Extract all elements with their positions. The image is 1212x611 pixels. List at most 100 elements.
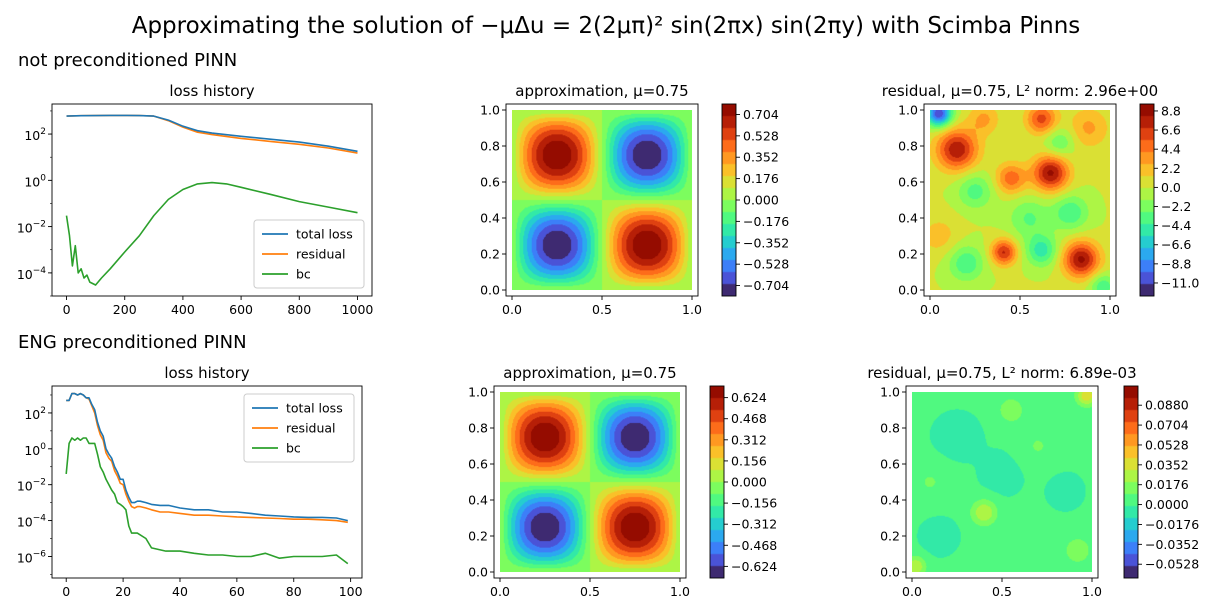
- colorbar-tick-label: −6.6: [1161, 237, 1191, 252]
- legend-label-total-loss: total loss: [296, 227, 353, 242]
- y-tick-label: 10−4: [17, 266, 46, 282]
- legend-label-total-loss: total loss: [286, 401, 343, 416]
- legend-box: [243, 393, 355, 463]
- plot-title: loss history: [169, 82, 254, 100]
- colorbar-tick-label: 6.6: [1161, 123, 1181, 138]
- colorbar-tick-label: −8.8: [1161, 256, 1191, 271]
- legend-box: [253, 219, 365, 289]
- colorbar-tick-label: 0.176: [743, 171, 779, 186]
- colorbar-gradient: [722, 104, 736, 296]
- colorbar-tick-label: −0.156: [731, 496, 777, 511]
- legend-label-bc: bc: [296, 267, 311, 282]
- y-tick-label: 100: [24, 173, 46, 189]
- colorbar-frame: [1123, 385, 1139, 579]
- residual-heatmap-eng-preconditioned: residual, μ=0.75, L² norm: 6.89e-030.0 0.…: [867, 364, 1199, 599]
- colorbar-tick-label: 0.468: [731, 411, 767, 426]
- x-tick-label: 1.0: [1082, 584, 1102, 599]
- plot-title: residual, μ=0.75, L² norm: 2.96e+00: [882, 82, 1158, 100]
- series-line-total-loss: [66, 392, 348, 522]
- colorbar-tick-label: −0.312: [731, 517, 777, 532]
- y-tick-label: 10−6: [17, 549, 46, 565]
- y-tick-label: 0.0: [468, 565, 488, 580]
- x-tick-label: 40: [172, 584, 188, 599]
- x-tick-label: 0.5: [580, 584, 600, 599]
- y-tick-label: 102: [24, 406, 46, 422]
- series-line-bc: [65, 437, 349, 565]
- y-tick-label: 0.8: [898, 139, 918, 154]
- x-tick-label: 100: [339, 584, 363, 599]
- legend-label-residual: residual: [286, 421, 336, 436]
- x-tick-label: 0.5: [1010, 302, 1030, 317]
- y-tick-label: 0.8: [468, 421, 488, 436]
- colorbar-tick-label: −0.0528: [1145, 557, 1199, 572]
- y-tick-label: 1.0: [480, 103, 500, 118]
- x-tick-label: 1.0: [670, 584, 690, 599]
- series-line-total-loss: [66, 114, 358, 153]
- x-tick-label: 80: [286, 584, 302, 599]
- colorbar-tick-label: −0.468: [731, 538, 777, 553]
- y-tick-label: 1.0: [898, 103, 918, 118]
- colorbar-tick-label: −0.528: [743, 257, 789, 272]
- colorbar-tick-label: 0.624: [731, 390, 767, 405]
- colorbar-tick-label: 0.352: [743, 150, 779, 165]
- plot-title: residual, μ=0.75, L² norm: 6.89e-03: [867, 364, 1136, 382]
- x-tick-label: 0.0: [920, 302, 940, 317]
- y-tick-label: 1.0: [468, 385, 488, 400]
- legend-label-residual: residual: [296, 247, 346, 262]
- colorbar-tick-label: 0.0176: [1145, 477, 1189, 492]
- y-tick-label: 0.0: [898, 283, 918, 298]
- heatmap-image: [512, 110, 692, 290]
- colorbar-tick-label: 0.000: [731, 475, 767, 490]
- y-tick-label: 10−2: [17, 478, 46, 494]
- y-tick-label: 0.4: [480, 211, 500, 226]
- colorbar-tick-label: 0.704: [743, 107, 779, 122]
- colorbar-tick-label: −0.176: [743, 214, 789, 229]
- colorbar-tick-label: 0.0704: [1145, 418, 1189, 433]
- x-tick-label: 800: [287, 302, 311, 317]
- colorbar-tick-label: 0.156: [731, 453, 767, 468]
- y-tick-label: 0.2: [480, 247, 500, 262]
- heatmap-image: [930, 110, 1110, 290]
- y-tick-label: 0.4: [898, 211, 918, 226]
- y-tick-label: 10−4: [17, 514, 46, 530]
- x-tick-label: 600: [229, 302, 253, 317]
- colorbar-gradient: [1124, 386, 1138, 578]
- approximation-heatmap-not-preconditioned: approximation, μ=0.75 0.0 0.5 1.0 0.0 0.2 0.4 0…: [480, 82, 789, 317]
- loss-history-plot-not-preconditioned: loss history 0 200 400 600 800 1000 10−4 10−2 100…: [17, 82, 374, 317]
- y-tick-label: 0.2: [468, 529, 488, 544]
- colorbar-tick-label: −0.0352: [1145, 537, 1199, 552]
- colorbar-tick-label: 2.2: [1161, 161, 1181, 176]
- heatmap-image: [500, 392, 680, 572]
- y-tick-label: 0.6: [898, 175, 918, 190]
- colorbar-tick-label: −0.704: [743, 278, 789, 293]
- plot-title: loss history: [164, 364, 249, 382]
- colorbar-tick-label: −0.352: [743, 235, 789, 250]
- x-tick-label: 1.0: [682, 302, 702, 317]
- x-tick-label: 0: [63, 302, 71, 317]
- y-tick-label: 0.0: [880, 565, 900, 580]
- x-tick-label: 0: [62, 584, 70, 599]
- colorbar-tick-label: 0.0: [1161, 180, 1181, 195]
- x-tick-label: 200: [113, 302, 137, 317]
- y-tick-label: 0.2: [880, 529, 900, 544]
- x-tick-label: 1.0: [1100, 302, 1120, 317]
- colorbar-tick-label: 4.4: [1161, 142, 1181, 157]
- colorbar-tick-label: 0.0528: [1145, 437, 1189, 452]
- colorbar-tick-label: −0.624: [731, 559, 777, 574]
- y-tick-label: 0.8: [480, 139, 500, 154]
- plot-frame: [51, 103, 373, 297]
- x-tick-label: 0.5: [592, 302, 612, 317]
- y-tick-label: 0.6: [880, 457, 900, 472]
- colorbar-tick-label: 0.312: [731, 432, 767, 447]
- y-tick-label: 0.6: [480, 175, 500, 190]
- x-tick-label: 20: [115, 584, 131, 599]
- x-tick-label: 0.0: [902, 584, 922, 599]
- y-tick-label: 0.0: [480, 283, 500, 298]
- x-tick-label: 60: [229, 584, 245, 599]
- plot-frame: [51, 385, 363, 579]
- x-tick-label: 0.0: [502, 302, 522, 317]
- loss-history-plot-eng-preconditioned: loss history 0 20 40 60 80 100 10−6 10−4 10−2 100 1…: [17, 364, 363, 599]
- colorbar-frame: [1139, 103, 1155, 297]
- colorbar-tick-label: 0.528: [743, 128, 779, 143]
